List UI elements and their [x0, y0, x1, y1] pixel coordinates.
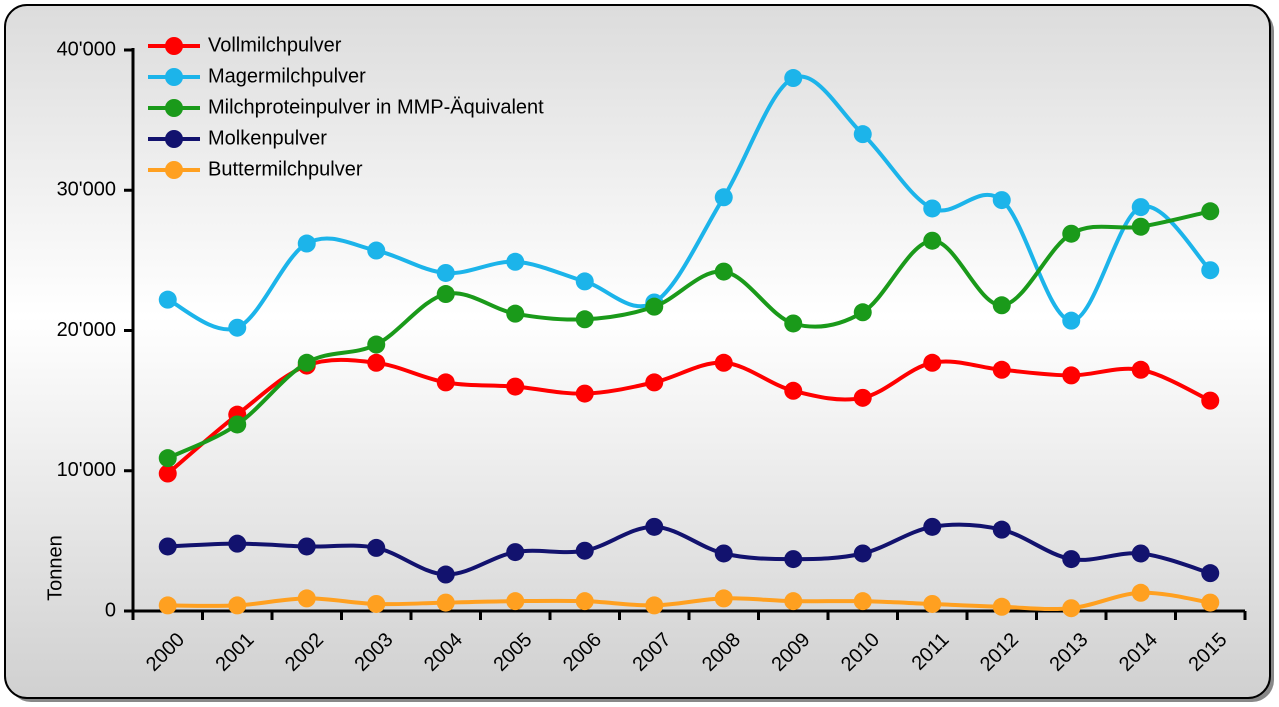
- legend-label: Milchproteinpulver in MMP-Äquivalent: [208, 96, 544, 118]
- data-point: [158, 290, 177, 309]
- data-point: [367, 538, 386, 557]
- data-point: [158, 537, 177, 556]
- legend-label: Magermilchpulver: [208, 65, 366, 87]
- legend-label: Vollmilchpulver: [208, 34, 342, 56]
- data-point: [784, 69, 803, 88]
- data-point: [575, 272, 594, 291]
- data-point: [297, 589, 316, 608]
- data-point: [1062, 366, 1081, 385]
- data-point: [297, 234, 316, 253]
- data-point: [992, 360, 1011, 379]
- data-point: [506, 543, 525, 562]
- data-point: [1131, 583, 1150, 602]
- data-point: [714, 544, 733, 563]
- data-point: [784, 550, 803, 569]
- data-point: [714, 188, 733, 207]
- series-line: [167, 522, 1211, 577]
- legend-marker: [165, 68, 183, 86]
- legend-marker: [165, 37, 183, 55]
- data-point: [992, 191, 1011, 210]
- data-point: [228, 415, 247, 434]
- data-point: [645, 596, 664, 615]
- data-point: [228, 318, 247, 337]
- data-point: [923, 353, 942, 372]
- data-point: [575, 310, 594, 329]
- legend-label: Molkenpulver: [208, 127, 327, 149]
- data-point: [506, 304, 525, 323]
- data-point: [714, 589, 733, 608]
- legend-marker: [165, 161, 183, 179]
- data-point: [228, 534, 247, 553]
- y-tick-label: 40'000: [57, 38, 116, 60]
- data-point: [575, 541, 594, 560]
- data-point: [436, 593, 455, 612]
- y-tick-label: 0: [105, 599, 116, 621]
- data-point: [1201, 564, 1220, 583]
- legend-marker: [165, 99, 183, 117]
- data-point: [645, 373, 664, 392]
- data-point: [436, 263, 455, 282]
- legend-label: Buttermilchpulver: [208, 158, 363, 180]
- data-point: [367, 594, 386, 613]
- data-point: [367, 335, 386, 354]
- y-tick-label: 20'000: [57, 319, 116, 341]
- series-line: [167, 590, 1211, 612]
- data-point: [297, 537, 316, 556]
- data-point: [853, 125, 872, 144]
- y-axis-label: Tonnen: [44, 535, 66, 601]
- data-point: [853, 544, 872, 563]
- data-point: [714, 353, 733, 372]
- data-point: [923, 594, 942, 613]
- data-point: [992, 597, 1011, 616]
- data-point: [158, 449, 177, 468]
- data-point: [436, 565, 455, 584]
- data-point: [1062, 224, 1081, 243]
- data-point: [158, 464, 177, 483]
- y-tick-label: 30'000: [57, 179, 116, 201]
- data-point: [575, 592, 594, 611]
- series-line: [166, 209, 1211, 460]
- data-point: [992, 520, 1011, 539]
- data-point: [367, 241, 386, 260]
- data-point: [1062, 311, 1081, 330]
- data-point: [853, 303, 872, 322]
- data-point: [645, 297, 664, 316]
- data-point: [992, 296, 1011, 315]
- data-point: [1131, 217, 1150, 236]
- data-point: [436, 373, 455, 392]
- legend-marker: [165, 130, 183, 148]
- data-point: [506, 592, 525, 611]
- data-point: [923, 199, 942, 218]
- data-point: [506, 252, 525, 271]
- data-point: [923, 231, 942, 250]
- data-point: [784, 381, 803, 400]
- data-point: [1201, 593, 1220, 612]
- y-tick-label: 10'000: [57, 459, 116, 481]
- data-point: [645, 517, 664, 536]
- data-point: [506, 377, 525, 396]
- data-point: [1062, 599, 1081, 618]
- data-point: [228, 596, 247, 615]
- data-point: [1131, 544, 1150, 563]
- data-point: [297, 353, 316, 372]
- series-line: [166, 357, 1212, 476]
- data-point: [714, 262, 733, 281]
- data-point: [436, 285, 455, 304]
- data-point: [784, 314, 803, 333]
- data-point: [853, 388, 872, 407]
- data-point: [1131, 360, 1150, 379]
- data-point: [367, 353, 386, 372]
- data-point: [1201, 391, 1220, 410]
- data-point: [1201, 261, 1220, 280]
- data-point: [1062, 550, 1081, 569]
- data-point: [575, 384, 594, 403]
- data-point: [923, 517, 942, 536]
- data-point: [784, 592, 803, 611]
- data-point: [1131, 198, 1150, 217]
- data-point: [1201, 202, 1220, 221]
- data-point: [158, 596, 177, 615]
- data-point: [853, 592, 872, 611]
